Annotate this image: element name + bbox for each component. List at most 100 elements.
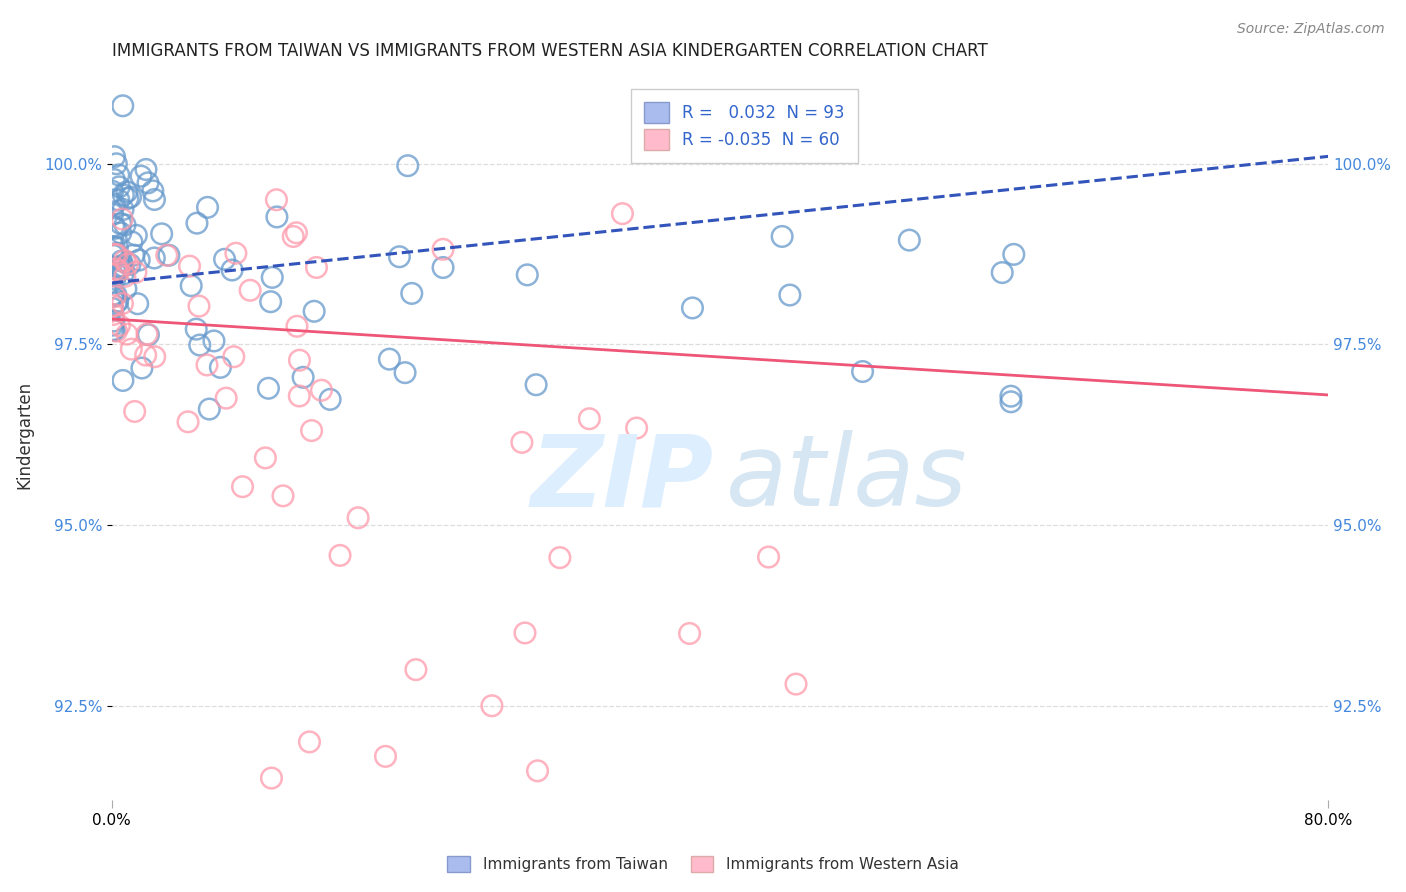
Point bbox=[110, 254, 132, 268]
Point bbox=[292, 370, 315, 384]
Point bbox=[898, 233, 921, 247]
Text: IMMIGRANTS FROM TAIWAN VS IMMIGRANTS FROM WESTERN ASIA KINDERGARTEN CORRELATION : IMMIGRANTS FROM TAIWAN VS IMMIGRANTS FRO… bbox=[112, 42, 987, 60]
Point bbox=[107, 264, 129, 278]
Point bbox=[115, 282, 138, 296]
Point bbox=[260, 294, 283, 309]
Point bbox=[347, 510, 370, 524]
Point bbox=[114, 218, 136, 232]
Point bbox=[678, 626, 700, 640]
Point bbox=[266, 210, 288, 224]
Point bbox=[108, 193, 131, 207]
Point bbox=[432, 242, 454, 256]
Point bbox=[105, 246, 128, 260]
Point bbox=[186, 216, 208, 230]
Point bbox=[1000, 389, 1022, 403]
Point bbox=[103, 323, 125, 337]
Point bbox=[110, 217, 132, 231]
Point bbox=[239, 283, 262, 297]
Point bbox=[157, 248, 180, 262]
Point bbox=[107, 294, 129, 309]
Point bbox=[135, 162, 157, 177]
Point bbox=[103, 172, 125, 186]
Point bbox=[626, 421, 648, 435]
Point bbox=[120, 342, 142, 356]
Point bbox=[101, 301, 124, 316]
Point bbox=[202, 334, 225, 348]
Point bbox=[111, 267, 134, 281]
Point bbox=[548, 550, 571, 565]
Point bbox=[108, 179, 131, 194]
Point bbox=[257, 381, 280, 395]
Point bbox=[260, 771, 283, 785]
Point bbox=[510, 435, 533, 450]
Point bbox=[129, 169, 152, 183]
Point bbox=[516, 268, 538, 282]
Point bbox=[378, 352, 401, 367]
Point bbox=[101, 323, 124, 337]
Point bbox=[104, 272, 127, 286]
Point bbox=[103, 197, 125, 211]
Point bbox=[298, 735, 321, 749]
Point bbox=[111, 202, 134, 217]
Point bbox=[111, 212, 134, 227]
Point bbox=[103, 219, 125, 233]
Point bbox=[103, 248, 125, 262]
Point bbox=[127, 297, 149, 311]
Point bbox=[112, 187, 135, 202]
Point bbox=[105, 248, 128, 262]
Point bbox=[104, 289, 127, 303]
Point bbox=[135, 348, 157, 362]
Point bbox=[112, 259, 135, 273]
Point bbox=[105, 288, 128, 302]
Point bbox=[125, 265, 148, 279]
Point bbox=[301, 424, 323, 438]
Text: Source: ZipAtlas.com: Source: ZipAtlas.com bbox=[1237, 22, 1385, 37]
Point bbox=[110, 260, 132, 274]
Point bbox=[179, 259, 201, 273]
Point bbox=[101, 185, 124, 199]
Point bbox=[388, 250, 411, 264]
Point bbox=[101, 299, 124, 313]
Legend: Immigrants from Taiwan, Immigrants from Western Asia: Immigrants from Taiwan, Immigrants from … bbox=[440, 848, 966, 880]
Point bbox=[288, 353, 311, 368]
Y-axis label: Kindergarten: Kindergarten bbox=[15, 381, 32, 489]
Point bbox=[117, 191, 139, 205]
Point bbox=[209, 360, 232, 375]
Point bbox=[122, 248, 145, 262]
Point bbox=[103, 240, 125, 254]
Point bbox=[111, 374, 134, 388]
Point bbox=[115, 185, 138, 199]
Point bbox=[143, 251, 166, 265]
Point bbox=[101, 207, 124, 221]
Point bbox=[612, 207, 634, 221]
Point bbox=[305, 260, 328, 275]
Point bbox=[105, 261, 128, 276]
Point bbox=[266, 193, 288, 207]
Point bbox=[115, 327, 138, 342]
Point bbox=[117, 257, 139, 271]
Point bbox=[232, 480, 254, 494]
Point bbox=[131, 361, 153, 376]
Point bbox=[785, 677, 807, 691]
Point bbox=[118, 257, 141, 271]
Point bbox=[225, 246, 247, 260]
Point bbox=[770, 229, 793, 244]
Point bbox=[432, 260, 454, 275]
Point bbox=[104, 247, 127, 261]
Point bbox=[108, 318, 131, 333]
Point bbox=[105, 157, 128, 171]
Point bbox=[180, 278, 202, 293]
Point bbox=[779, 288, 801, 302]
Point bbox=[120, 190, 142, 204]
Point bbox=[142, 184, 165, 198]
Point bbox=[1000, 394, 1022, 409]
Point bbox=[311, 383, 333, 397]
Point bbox=[222, 350, 245, 364]
Point bbox=[991, 266, 1014, 280]
Point bbox=[136, 176, 159, 190]
Point bbox=[110, 226, 132, 240]
Point bbox=[186, 322, 208, 336]
Point bbox=[128, 253, 150, 268]
Point bbox=[405, 663, 427, 677]
Point bbox=[329, 549, 352, 563]
